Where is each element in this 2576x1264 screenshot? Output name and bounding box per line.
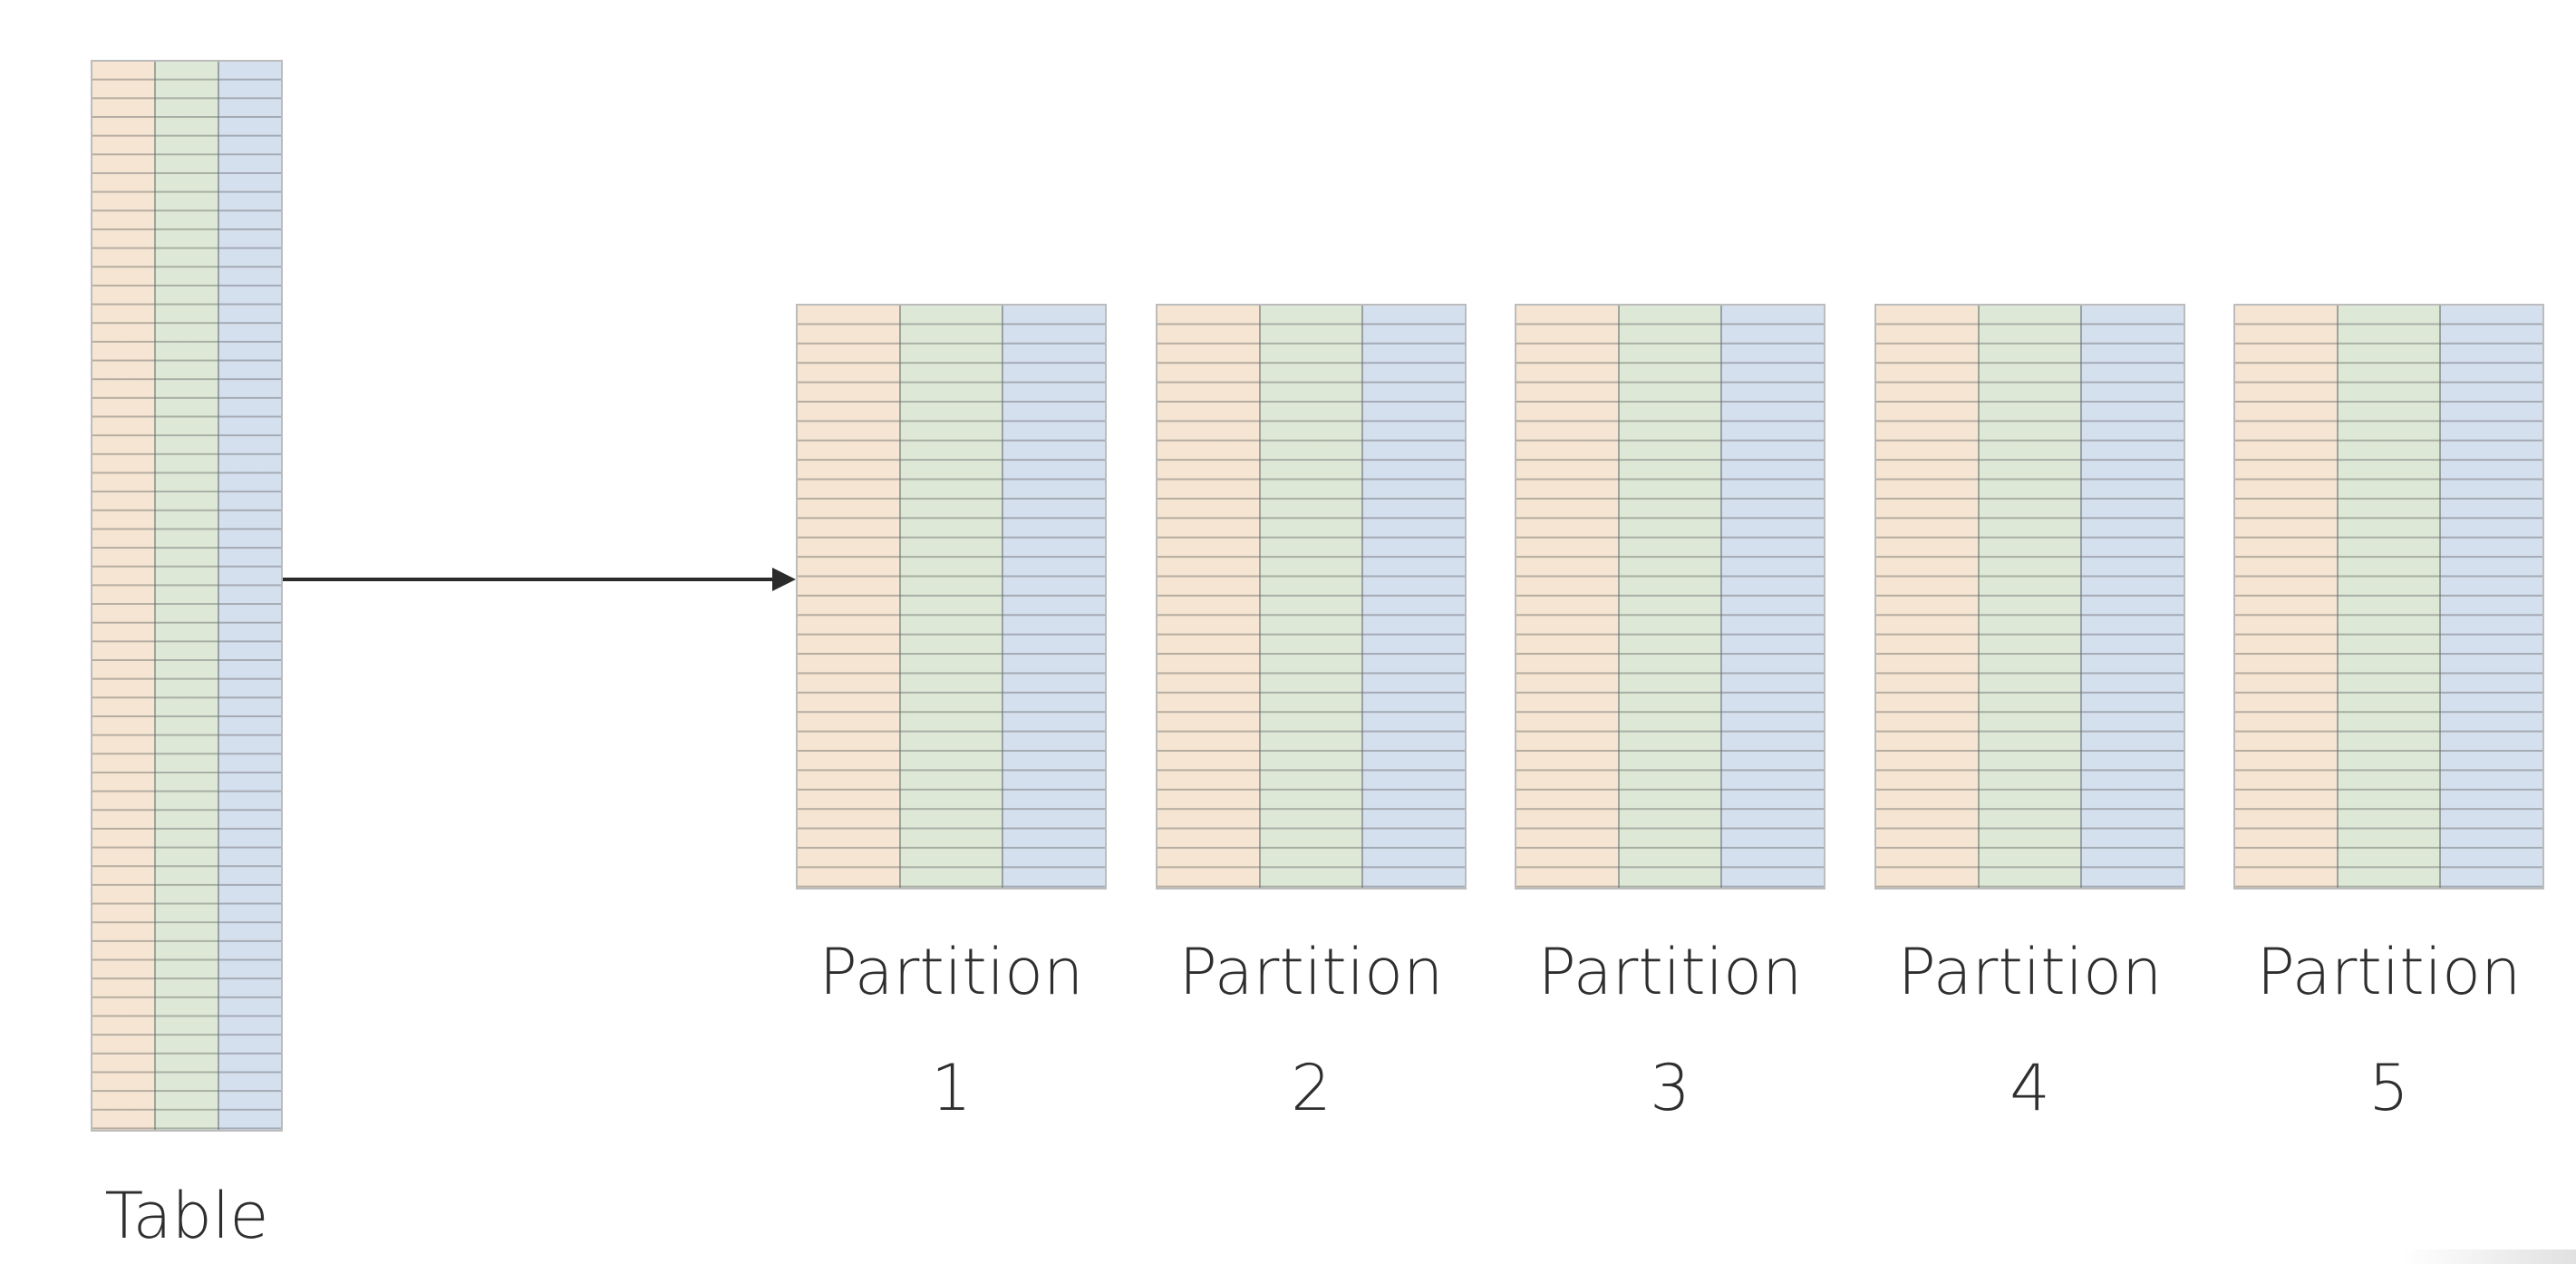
table-grid	[91, 60, 283, 1132]
partition-column-2	[2336, 306, 2440, 888]
partition-1-grid	[796, 304, 1107, 890]
partition-column-2	[898, 306, 1002, 888]
partition-column-3	[1720, 306, 1825, 888]
partition-column-1	[798, 306, 899, 888]
partition-4-label: Partition 4	[1874, 914, 2185, 1146]
partition-5-grid	[2233, 304, 2544, 890]
partition-column-1	[1876, 306, 1978, 888]
table-column-2	[154, 62, 218, 1130]
partition-3-label: Partition 3	[1515, 914, 1825, 1146]
partition-label-number: 4	[2009, 1051, 2050, 1125]
partition-column-1	[1516, 306, 1618, 888]
partition-column-1	[2235, 306, 2337, 888]
partition-label-text: Partition	[1537, 935, 1803, 1009]
corner-watermark	[2402, 1249, 2576, 1264]
table-column-3	[218, 62, 281, 1130]
partition-label-number: 2	[1291, 1051, 1332, 1125]
partition-2-label: Partition 2	[1156, 914, 1467, 1146]
partition-column-2	[1977, 306, 2081, 888]
partition-column-1	[1157, 306, 1259, 888]
partition-label-text: Partition	[818, 935, 1084, 1009]
partition-column-2	[1617, 306, 1721, 888]
partition-5-label: Partition 5	[2233, 914, 2544, 1146]
partition-column-3	[2439, 306, 2543, 888]
partition-column-3	[2080, 306, 2184, 888]
partition-label-number: 1	[931, 1051, 972, 1125]
partition-column-2	[1258, 306, 1362, 888]
partition-column-3	[1361, 306, 1466, 888]
partition-3-grid	[1515, 304, 1825, 890]
partition-column-3	[1002, 306, 1106, 888]
partition-2-grid	[1156, 304, 1467, 890]
partition-label-text: Partition	[1178, 935, 1444, 1009]
partition-label-text: Partition	[1897, 935, 2163, 1009]
partition-4-grid	[1874, 304, 2185, 890]
table-column-1	[92, 62, 154, 1130]
arrow-head	[772, 568, 796, 591]
table-label: Table	[104, 1179, 269, 1253]
partition-label-text: Partition	[2256, 935, 2522, 1009]
partition-label-number: 5	[2368, 1051, 2409, 1125]
partition-1-label: Partition 1	[796, 914, 1107, 1146]
partition-label-number: 3	[1650, 1051, 1690, 1125]
